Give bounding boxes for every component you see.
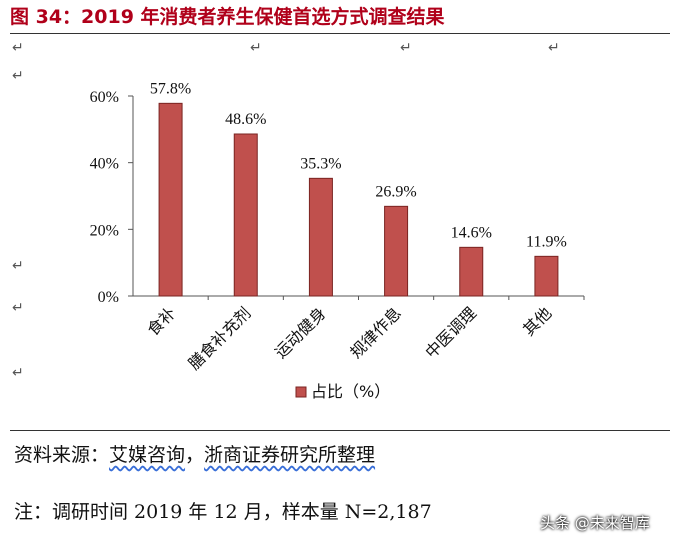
bar bbox=[534, 255, 559, 297]
legend-label: 占比（%） bbox=[311, 382, 390, 401]
category-label: 其他 bbox=[519, 303, 555, 339]
bar-chart: 0% 20% 40% 60% 57.8% 食补 48.6% 膳食补充剂 35.3% 运动健身 26.… bbox=[90, 80, 585, 401]
bar bbox=[384, 205, 409, 297]
source-org-1: 艾媒咨询 bbox=[109, 444, 186, 466]
category-label: 运动健身 bbox=[271, 303, 330, 362]
return-mark-icon: ↵ bbox=[12, 258, 24, 274]
category-label: 规律作息 bbox=[346, 303, 405, 362]
y-tick-label: 20% bbox=[90, 222, 119, 239]
y-tick-label: 60% bbox=[90, 89, 119, 106]
title-divider bbox=[10, 33, 670, 34]
value-label: 11.9% bbox=[526, 233, 567, 250]
return-mark-icon: ↵ bbox=[12, 40, 24, 56]
watermark: 头条 @未来智库 bbox=[540, 514, 650, 532]
value-label: 35.3% bbox=[300, 155, 341, 172]
legend-swatch bbox=[295, 386, 307, 398]
category-label: 膳食补充剂 bbox=[185, 303, 255, 373]
bar bbox=[459, 246, 484, 297]
return-mark-icon: ↵ bbox=[12, 68, 24, 84]
category-label: 中医调理 bbox=[421, 303, 480, 362]
source-separator: ， bbox=[185, 444, 205, 466]
bar bbox=[233, 133, 258, 297]
value-label: 48.6% bbox=[225, 111, 266, 128]
page-title: 图 34：2019 年消费者养生保健首选方式调查结果 bbox=[10, 6, 445, 28]
bar bbox=[158, 102, 183, 297]
value-label: 57.8% bbox=[150, 80, 191, 97]
y-tick-label: 40% bbox=[90, 156, 119, 173]
return-mark-icon: ↵ bbox=[12, 365, 24, 381]
survey-note: 注：调研时间 2019 年 12 月，样本量 N=2,187 bbox=[14, 501, 432, 523]
source-divider bbox=[10, 430, 670, 431]
return-mark-icon: ↵ bbox=[250, 40, 262, 56]
source-line: 资料来源：艾媒咨询，浙商证券研究所整理 bbox=[14, 440, 375, 467]
y-tick-label: 0% bbox=[98, 289, 119, 306]
bar bbox=[308, 177, 333, 297]
value-label: 14.6% bbox=[451, 224, 492, 241]
return-mark-icon: ↵ bbox=[548, 40, 560, 56]
source-org-2: 浙商证券研究所整理 bbox=[204, 444, 376, 466]
return-mark-icon: ↵ bbox=[12, 300, 24, 316]
value-label: 26.9% bbox=[375, 183, 416, 200]
source-prefix: 资料来源： bbox=[14, 444, 110, 466]
category-label: 食补 bbox=[143, 303, 179, 339]
return-mark-icon: ↵ bbox=[400, 40, 412, 56]
